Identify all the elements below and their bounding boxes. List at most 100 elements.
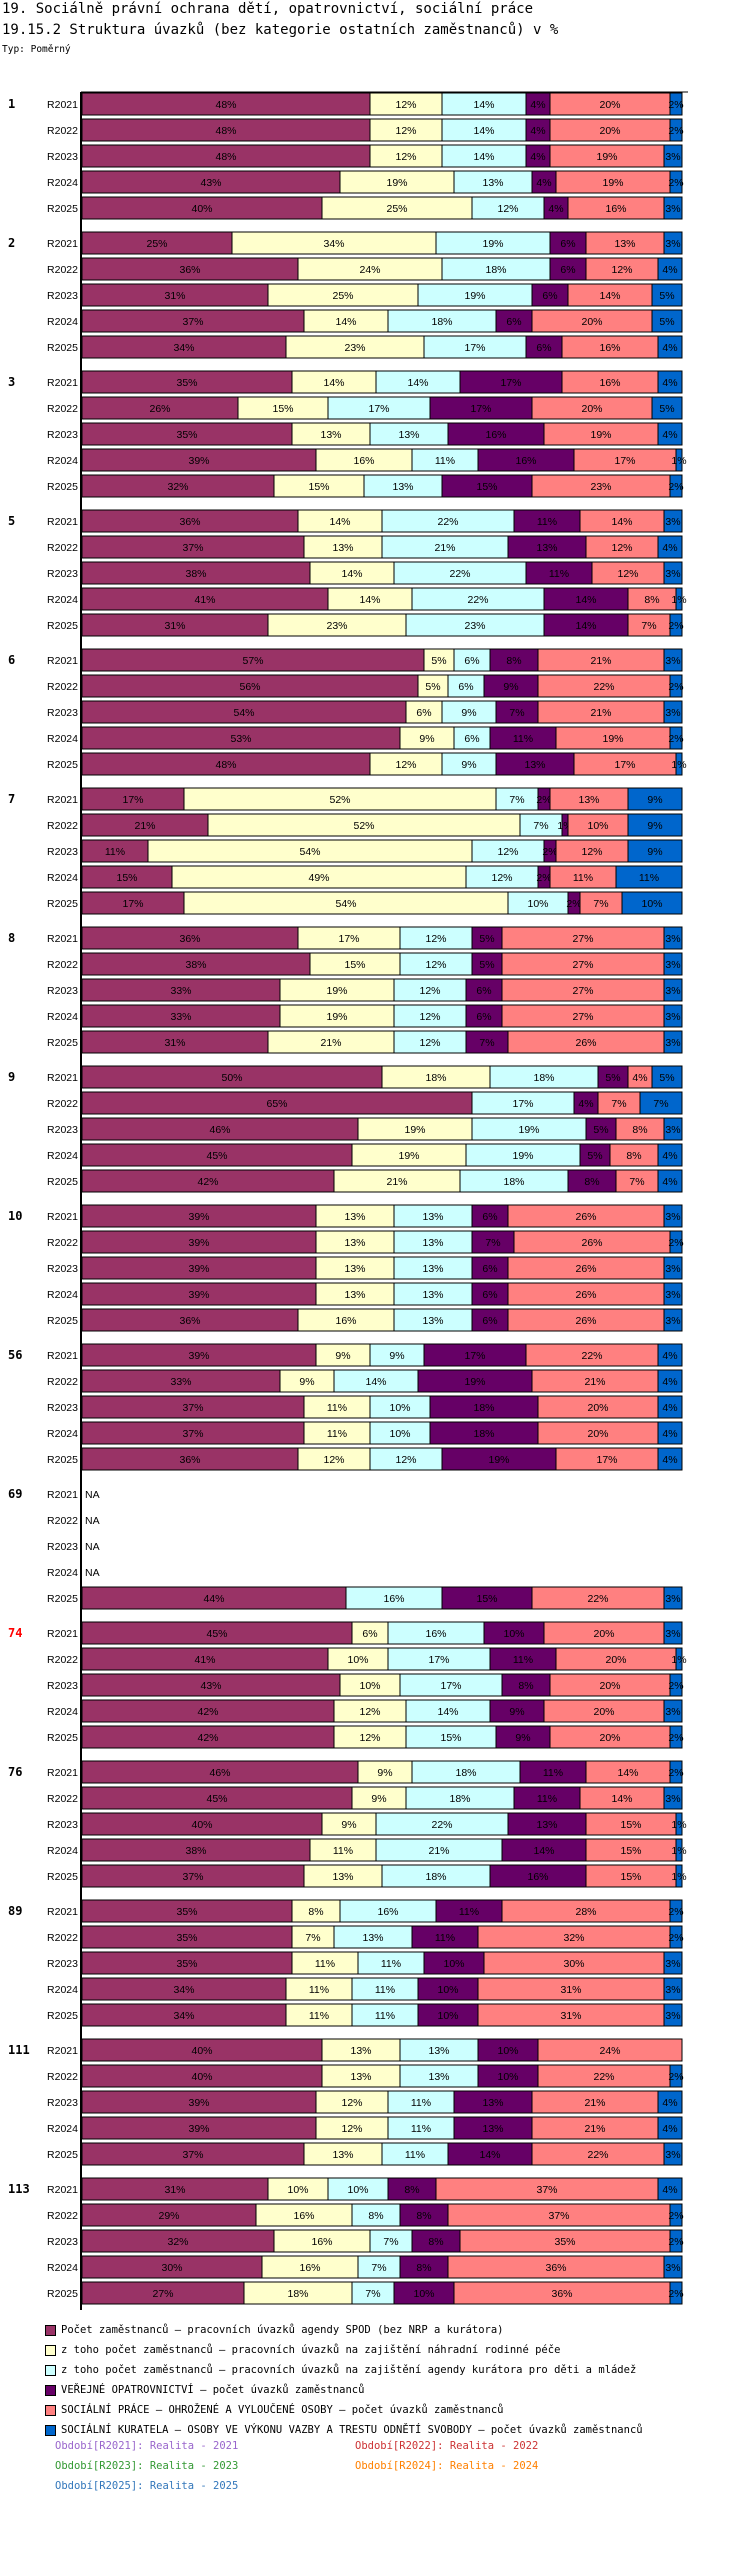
bar-segment [669, 613, 683, 637]
bar-segment [615, 865, 683, 889]
bar-value-label: 9% [299, 1376, 314, 1388]
bar-value-label: 19% [602, 733, 623, 745]
row-period-label: R2021 [47, 2045, 78, 2057]
row-period-label: R2025 [47, 2010, 78, 2022]
bar-segment [663, 926, 683, 950]
row-period-label: R2025 [47, 1732, 78, 1744]
row-period-label: R2023 [47, 2236, 78, 2248]
bar-value-label: 12% [341, 2097, 362, 2109]
bar-value-label: 3% [665, 1211, 680, 1223]
bar-value-label: 7% [383, 2236, 398, 2248]
bar-segment [663, 952, 683, 976]
bar-value-label: 15% [308, 481, 329, 493]
bar-value-label: 31% [164, 1037, 185, 1049]
bar-segment [639, 1091, 683, 1115]
bar-value-label: 9% [503, 681, 518, 693]
bar-value-label: 5% [479, 959, 494, 971]
bar-value-label: 20% [587, 1402, 608, 1414]
row-period-label: R2021 [47, 377, 78, 389]
bar-value-label: 14% [335, 316, 356, 328]
bar-segment [675, 1838, 683, 1862]
bar-segment [657, 257, 683, 281]
bar-value-label: 22% [593, 681, 614, 693]
bar-value-label: 22% [587, 2149, 608, 2161]
bar-value-label: 19% [464, 1376, 485, 1388]
bar-value-label: 5% [659, 403, 674, 415]
bar-value-label: 12% [395, 99, 416, 111]
bar-value-label: 13% [350, 2071, 371, 2083]
bar-value-label: 25% [332, 290, 353, 302]
bar-value-label: 54% [233, 707, 254, 719]
bar-value-label: 6% [482, 1315, 497, 1327]
bar-value-label: 13% [428, 2071, 449, 2083]
row-period-label: R2021 [47, 1489, 78, 1501]
bar-segment [657, 335, 683, 359]
bar-value-label: 7% [305, 1932, 320, 1944]
bar-value-label: 25% [146, 238, 167, 250]
group-label: 7 [8, 792, 15, 806]
bar-value-label: 13% [422, 1289, 443, 1301]
period-label-r2024: Období[R2024]: Realita - 2024 [355, 2460, 539, 2472]
bar-value-label: 26% [581, 1237, 602, 1249]
bar-value-label: 27% [572, 959, 593, 971]
bar-value-label: 13% [614, 238, 635, 250]
bar-value-label: 27% [152, 2288, 173, 2300]
bar-value-label: 21% [584, 2123, 605, 2135]
bar-value-label: 2% [668, 177, 683, 189]
bar-value-label: 57% [242, 655, 263, 667]
bar-value-label: 14% [323, 377, 344, 389]
bar-value-label: 8% [626, 1150, 641, 1162]
bar-value-label: 4% [662, 342, 677, 354]
bar-segment [663, 1699, 683, 1723]
bar-value-label: 2% [668, 1680, 683, 1692]
bar-value-label: 10% [347, 1654, 368, 1666]
row-period-label: R2025 [47, 1315, 78, 1327]
bar-segment [675, 1864, 683, 1888]
bar-value-label: 24% [599, 2045, 620, 2057]
bar-value-label: 16% [299, 2262, 320, 2274]
bar-value-label: 5% [659, 1072, 674, 1084]
bar-value-label: 15% [272, 403, 293, 415]
bar-value-label: 36% [179, 1315, 200, 1327]
row-period-label: R2025 [47, 2149, 78, 2161]
bar-value-label: 6% [536, 342, 551, 354]
group-label: 69 [8, 1487, 22, 1501]
bar-value-label: 6% [482, 1263, 497, 1275]
bar-segment [669, 92, 683, 116]
bar-value-label: 1% [671, 594, 686, 606]
bar-value-label: 13% [332, 2149, 353, 2161]
bar-segment [663, 978, 683, 1002]
bar-value-label: 10% [437, 1984, 458, 1996]
bar-value-label: 10% [359, 1680, 380, 1692]
bar-value-label: 65% [266, 1098, 287, 1110]
bar-value-label: 8% [428, 2236, 443, 2248]
bar-value-label: 20% [593, 1628, 614, 1640]
bar-value-label: 6% [482, 1211, 497, 1223]
group-label: 5 [8, 514, 15, 528]
bar-value-label: 12% [611, 542, 632, 554]
row-period-label: R2022 [47, 959, 78, 971]
bar-value-label: 11% [381, 1958, 401, 1970]
bar-value-label: 4% [530, 151, 545, 163]
row-period-label: R2023 [47, 568, 78, 580]
bar-value-label: 12% [323, 1454, 344, 1466]
bar-value-label: 8% [416, 2210, 431, 2222]
bar-value-label: 41% [194, 594, 215, 606]
bar-value-label: 13% [344, 1263, 365, 1275]
na-label: NA [85, 1541, 100, 1553]
bar-segment [663, 561, 683, 585]
bar-value-label: 11% [327, 1402, 347, 1414]
bar-value-label: 13% [482, 2123, 503, 2135]
bar-value-label: 13% [428, 2045, 449, 2057]
bar-segment [663, 1256, 683, 1280]
bar-segment [651, 309, 683, 333]
row-period-label: R2021 [47, 1906, 78, 1918]
bar-value-label: 11% [513, 1654, 533, 1666]
bar-value-label: 3% [665, 2149, 680, 2161]
bar-value-label: 22% [581, 1350, 602, 1362]
bar-value-label: 18% [425, 1871, 446, 1883]
bar-value-label: 10% [503, 1628, 524, 1640]
row-period-label: R2025 [47, 1871, 78, 1883]
bar-value-label: 15% [620, 1845, 641, 1857]
bar-value-label: 39% [188, 2123, 209, 2135]
